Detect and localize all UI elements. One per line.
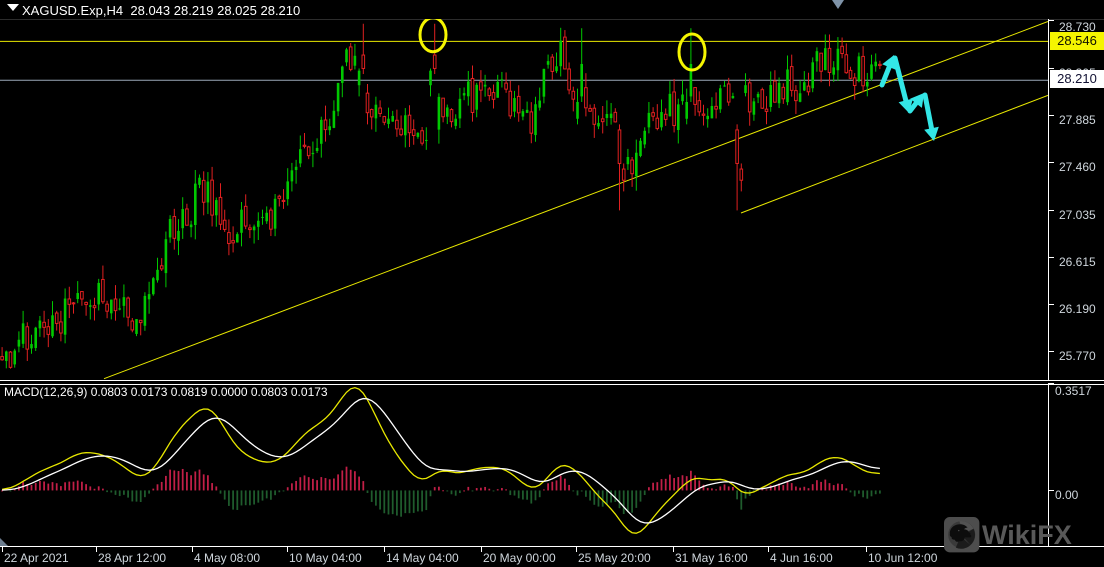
svg-text:WikiFX: WikiFX [982,520,1072,550]
